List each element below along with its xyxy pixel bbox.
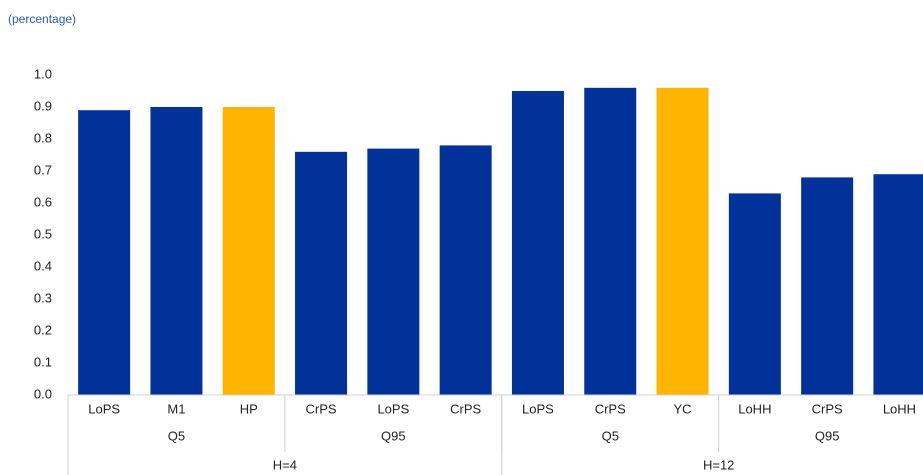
x-tick-label: CrPS — [306, 401, 337, 416]
bar — [511, 91, 564, 395]
y-tick-label: 0.3 — [34, 290, 52, 305]
x-tick-label: CrPS — [450, 401, 481, 416]
group-label: H=4 — [273, 457, 297, 472]
x-tick-label: CrPS — [812, 401, 843, 416]
bar — [150, 107, 203, 395]
y-tick-label: 0.6 — [34, 194, 52, 209]
bar — [656, 87, 709, 396]
group-label: H=12 — [703, 457, 734, 472]
x-tick-label: M1 — [167, 401, 185, 416]
y-tick-label: 0.8 — [34, 130, 52, 145]
subgroup-label: Q95 — [381, 428, 406, 443]
bar — [78, 110, 131, 395]
y-tick-label: 1.0 — [34, 66, 52, 81]
x-tick-label: CrPS — [595, 401, 626, 416]
y-tick-label: 0.5 — [34, 226, 52, 241]
bar — [801, 177, 854, 395]
bar — [728, 193, 781, 395]
y-tick-label: 0.9 — [34, 98, 52, 113]
bar — [439, 145, 492, 395]
bar — [222, 107, 275, 395]
y-tick-label: 0.7 — [34, 162, 52, 177]
subgroup-label: Q5 — [168, 428, 185, 443]
x-tick-label: LoHH — [883, 401, 916, 416]
x-tick-label: LoPS — [377, 401, 409, 416]
bar — [584, 87, 637, 396]
bar — [295, 151, 348, 395]
y-tick-label: 0.0 — [34, 386, 52, 401]
chart-subtitle: (percentage) — [8, 12, 76, 26]
x-tick-label: LoPS — [88, 401, 120, 416]
y-tick-label: 0.2 — [34, 322, 52, 337]
bar — [873, 174, 923, 395]
subgroup-label: Q95 — [815, 428, 840, 443]
x-tick-label: LoHH — [738, 401, 771, 416]
x-tick-label: LoPS — [522, 401, 554, 416]
subgroup-label: Q5 — [602, 428, 619, 443]
x-tick-label: YC — [674, 401, 692, 416]
bar — [367, 148, 420, 395]
y-tick-label: 0.1 — [34, 354, 52, 369]
y-tick-label: 0.4 — [34, 258, 52, 273]
x-tick-label: HP — [240, 401, 258, 416]
